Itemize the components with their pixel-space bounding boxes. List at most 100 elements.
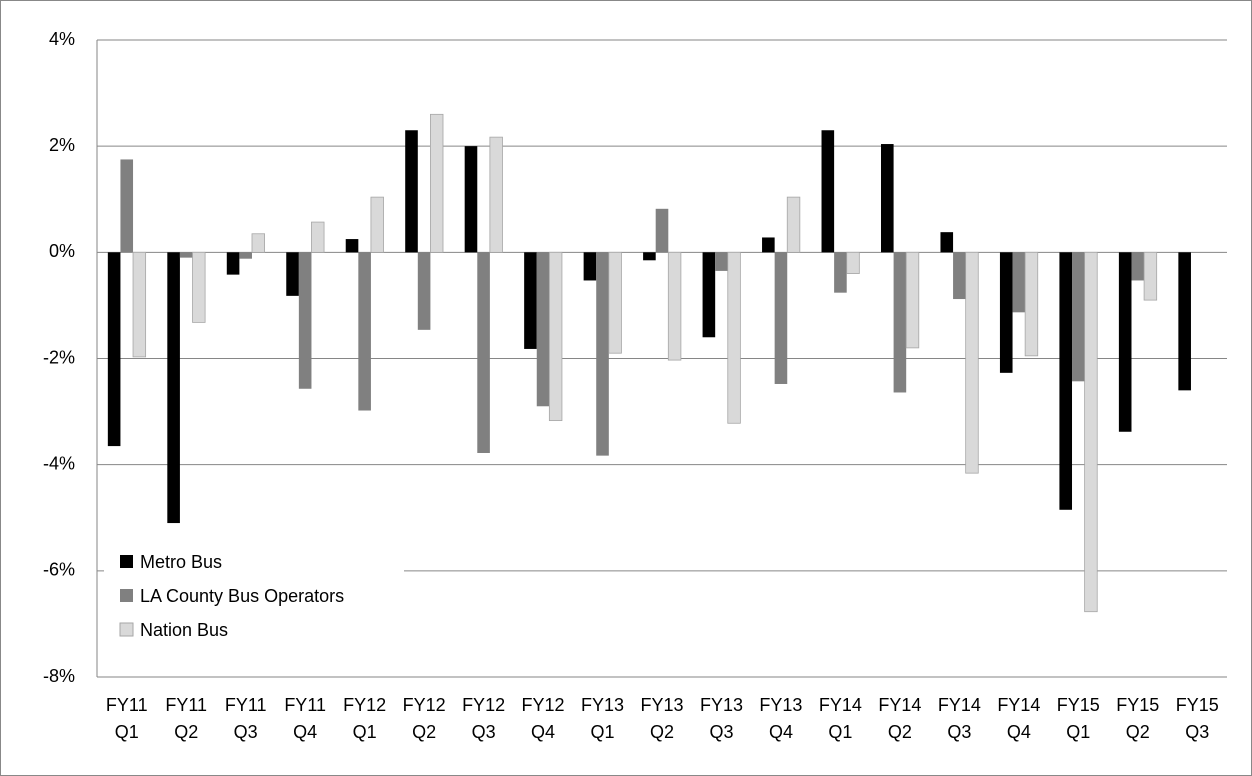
bar xyxy=(251,233,265,253)
x-tick-label: Q4 xyxy=(1007,722,1031,742)
x-tick-label: Q1 xyxy=(591,722,615,742)
bar xyxy=(430,113,444,253)
bar xyxy=(1072,252,1085,382)
x-tick-label: Q4 xyxy=(293,722,317,742)
legend-label: LA County Bus Operators xyxy=(140,586,344,606)
bar xyxy=(464,146,478,253)
bar xyxy=(1024,251,1039,357)
bar xyxy=(846,251,860,274)
y-tick-label: -4% xyxy=(43,453,75,473)
bar xyxy=(643,252,656,261)
x-tick-label: Q1 xyxy=(1066,722,1090,742)
bar xyxy=(1131,252,1145,281)
y-tick-label: 0% xyxy=(49,241,75,261)
bar xyxy=(1178,252,1191,391)
bar xyxy=(727,251,741,424)
bar xyxy=(1084,251,1098,613)
y-tick-label: -8% xyxy=(43,666,75,686)
bar xyxy=(192,251,206,323)
bar xyxy=(417,252,431,330)
bar xyxy=(940,232,954,253)
x-tick-label: FY14 xyxy=(878,695,921,715)
x-tick-label: Q2 xyxy=(174,722,198,742)
x-tick-label: FY13 xyxy=(581,695,624,715)
bar xyxy=(286,252,299,296)
bar xyxy=(655,208,669,253)
x-tick-label: FY12 xyxy=(343,695,386,715)
bar xyxy=(311,221,325,253)
x-tick-label: Q3 xyxy=(234,722,258,742)
x-tick-label: Q3 xyxy=(947,722,971,742)
y-tick-label: 4% xyxy=(49,29,75,49)
x-tick-label: FY15 xyxy=(1176,695,1219,715)
bar xyxy=(298,252,312,389)
bar xyxy=(1059,252,1073,510)
x-tick-label: Q3 xyxy=(1185,722,1209,742)
legend-swatch xyxy=(119,622,134,637)
x-tick-label: FY11 xyxy=(106,695,148,715)
bar xyxy=(536,252,550,407)
bar xyxy=(774,252,788,384)
bar xyxy=(120,159,134,253)
bar xyxy=(226,252,240,275)
x-tick-label: FY12 xyxy=(462,695,505,715)
bar xyxy=(583,252,597,281)
bar xyxy=(821,130,835,253)
bar xyxy=(953,252,966,300)
x-tick-label: FY14 xyxy=(938,695,981,715)
bar xyxy=(489,136,503,253)
y-tick-label: -2% xyxy=(43,347,75,367)
x-tick-label: Q4 xyxy=(769,722,793,742)
bar xyxy=(1012,252,1026,313)
bar xyxy=(999,252,1013,373)
x-tick-label: FY13 xyxy=(700,695,743,715)
bar xyxy=(405,130,418,253)
bar xyxy=(107,252,121,447)
bar xyxy=(702,252,716,338)
x-tick-label: FY11 xyxy=(165,695,207,715)
x-tick-label: FY15 xyxy=(1116,695,1159,715)
bar xyxy=(786,196,801,253)
legend-swatch xyxy=(120,589,133,602)
bar xyxy=(239,252,252,259)
x-tick-label: FY15 xyxy=(1057,695,1100,715)
bar xyxy=(834,252,847,293)
legend-label: Nation Bus xyxy=(140,620,228,640)
bar xyxy=(477,252,490,453)
bar xyxy=(762,237,775,253)
x-tick-label: FY12 xyxy=(522,695,565,715)
bar xyxy=(905,251,920,349)
x-tick-label: Q1 xyxy=(828,722,852,742)
bar xyxy=(345,239,359,253)
bar xyxy=(524,252,537,349)
bar xyxy=(167,252,180,524)
y-tick-label: 2% xyxy=(49,135,75,155)
x-tick-label: Q2 xyxy=(412,722,436,742)
x-tick-label: Q2 xyxy=(650,722,674,742)
bar xyxy=(608,251,622,354)
x-tick-label: Q3 xyxy=(709,722,733,742)
x-tick-label: Q4 xyxy=(531,722,555,742)
x-tick-label: FY14 xyxy=(819,695,862,715)
bar xyxy=(179,252,193,258)
x-tick-label: FY12 xyxy=(403,695,446,715)
x-tick-label: Q1 xyxy=(353,722,377,742)
x-tick-label: Q3 xyxy=(472,722,496,742)
x-tick-label: Q2 xyxy=(1126,722,1150,742)
bar xyxy=(667,251,682,361)
x-tick-label: FY13 xyxy=(759,695,802,715)
bar xyxy=(1118,252,1132,432)
bar xyxy=(880,144,894,253)
bar xyxy=(132,251,147,358)
bar xyxy=(1143,251,1158,301)
x-tick-label: FY11 xyxy=(225,695,267,715)
legend-box xyxy=(104,536,404,648)
x-tick-label: FY11 xyxy=(284,695,326,715)
legend-label: Metro Bus xyxy=(140,552,222,572)
x-tick-label: Q2 xyxy=(888,722,912,742)
bar xyxy=(548,251,563,422)
bar xyxy=(965,251,979,474)
x-tick-label: Q1 xyxy=(115,722,139,742)
x-tick-label: FY14 xyxy=(997,695,1040,715)
